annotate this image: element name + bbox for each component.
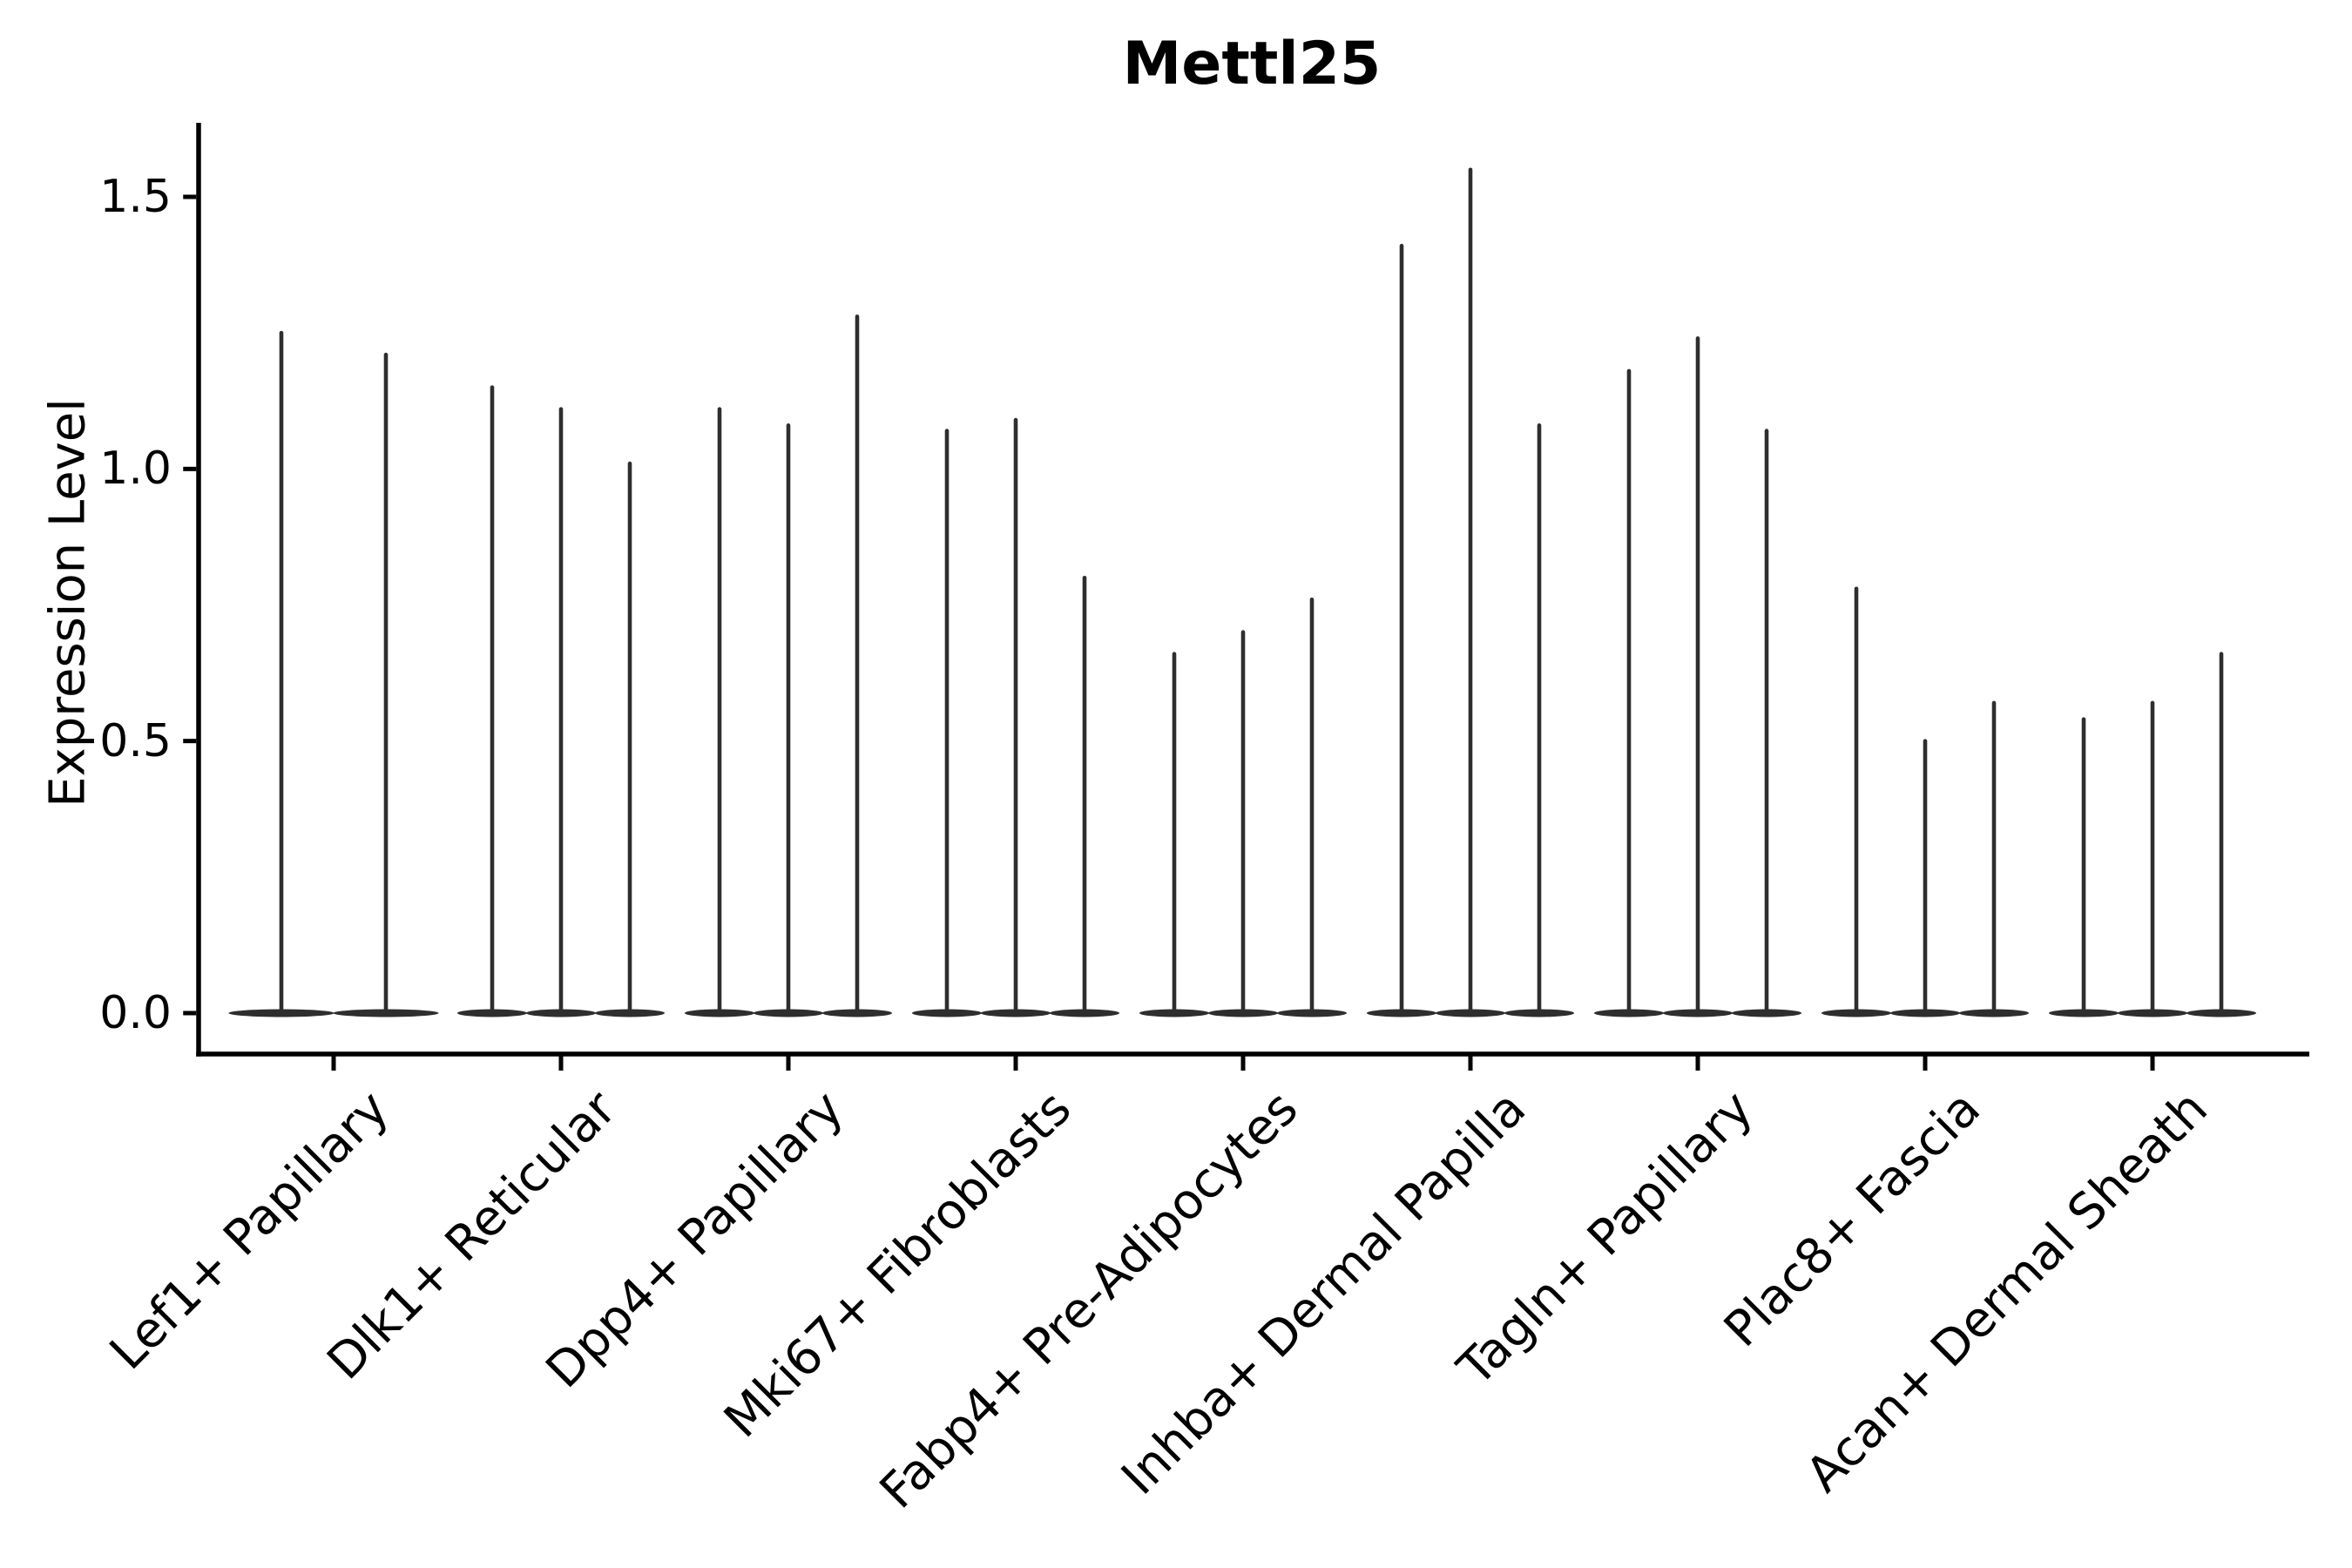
y-tick-label: 0.5	[99, 714, 172, 767]
y-axis-label: Expression Level	[39, 398, 97, 808]
y-tick-label: 0.0	[99, 987, 172, 1039]
chart-title: Mettl25	[1122, 30, 1382, 98]
y-tick-label: 1.5	[99, 170, 172, 223]
y-tick-label: 1.0	[99, 443, 172, 496]
